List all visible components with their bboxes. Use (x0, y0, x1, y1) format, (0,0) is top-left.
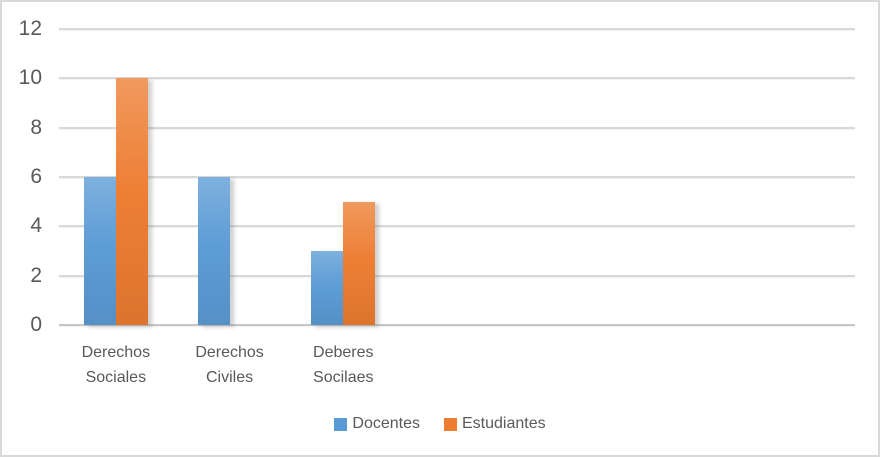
bar-docentes-derechos-civiles (197, 177, 230, 325)
y-axis-tick-label: 10 (18, 66, 42, 90)
bar-estudiantes-deberes-socilaes (343, 201, 376, 325)
gridline (59, 225, 855, 228)
bar-docentes-deberes-socilaes (311, 251, 344, 325)
x-axis-category-label: Derechos Sociales (81, 344, 151, 386)
y-axis-tick-label: 4 (30, 214, 42, 238)
gridline (59, 274, 855, 277)
y-axis-tick-label: 12 (18, 17, 42, 40)
legend-swatch-icon (443, 417, 457, 431)
legend-item-estudiantes: Estudiantes (443, 415, 546, 433)
legend-item-docentes: Docentes (334, 415, 420, 433)
legend: Docentes Estudiantes (2, 410, 878, 438)
gridline (59, 176, 855, 178)
x-axis-category-label: Deberes Socilaes (313, 344, 374, 386)
gridline (59, 77, 855, 80)
bar-docentes-derechos-sociales (83, 177, 116, 325)
x-axis-line (59, 324, 855, 326)
legend-label: Docentes (352, 415, 420, 432)
y-axis-tick-label: 0 (30, 313, 42, 336)
legend-label: Estudiantes (461, 415, 546, 432)
y-axis-tick-label: 6 (30, 165, 42, 188)
bar-estudiantes-derechos-sociales (115, 78, 148, 325)
y-axis-tick-label: 8 (30, 115, 42, 139)
x-axis-category-label: Derechos Civiles (195, 344, 264, 386)
legend-swatch-icon (334, 417, 348, 431)
gridline (59, 28, 855, 30)
gridline (59, 126, 855, 129)
y-axis-tick-label: 2 (30, 263, 42, 287)
